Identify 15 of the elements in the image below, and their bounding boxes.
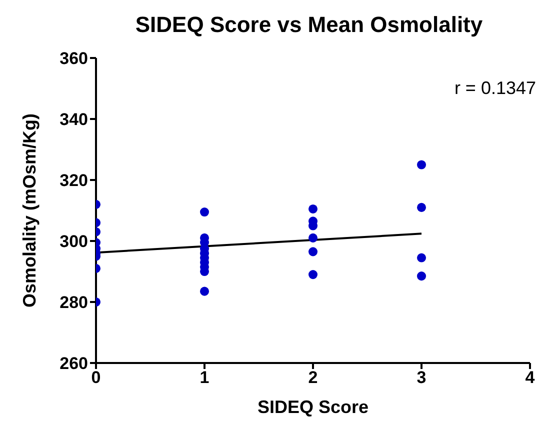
annotation: r = 0.1347 — [454, 78, 536, 99]
x-tick-label: 4 — [525, 368, 536, 388]
y-tick-label: 260 — [60, 354, 88, 374]
x-tick-label: 1 — [200, 368, 210, 388]
y-tick-label: 280 — [60, 293, 88, 312]
y-tick-label: 320 — [60, 171, 88, 190]
x-tick-label: 0 — [91, 368, 101, 388]
y-axis-title: Osmolality (mOsm/Kg) — [19, 113, 40, 308]
y-tick-label: 300 — [60, 232, 88, 252]
x-axis-title: SIDEQ Score — [257, 397, 369, 417]
x-tick-label: 3 — [416, 368, 426, 388]
y-tick-label: 360 — [60, 49, 88, 68]
chart-title: SIDEQ Score vs Mean Osmolality — [134, 11, 484, 38]
y-tick-label: 340 — [60, 110, 88, 130]
x-tick-label: 2 — [308, 368, 318, 388]
